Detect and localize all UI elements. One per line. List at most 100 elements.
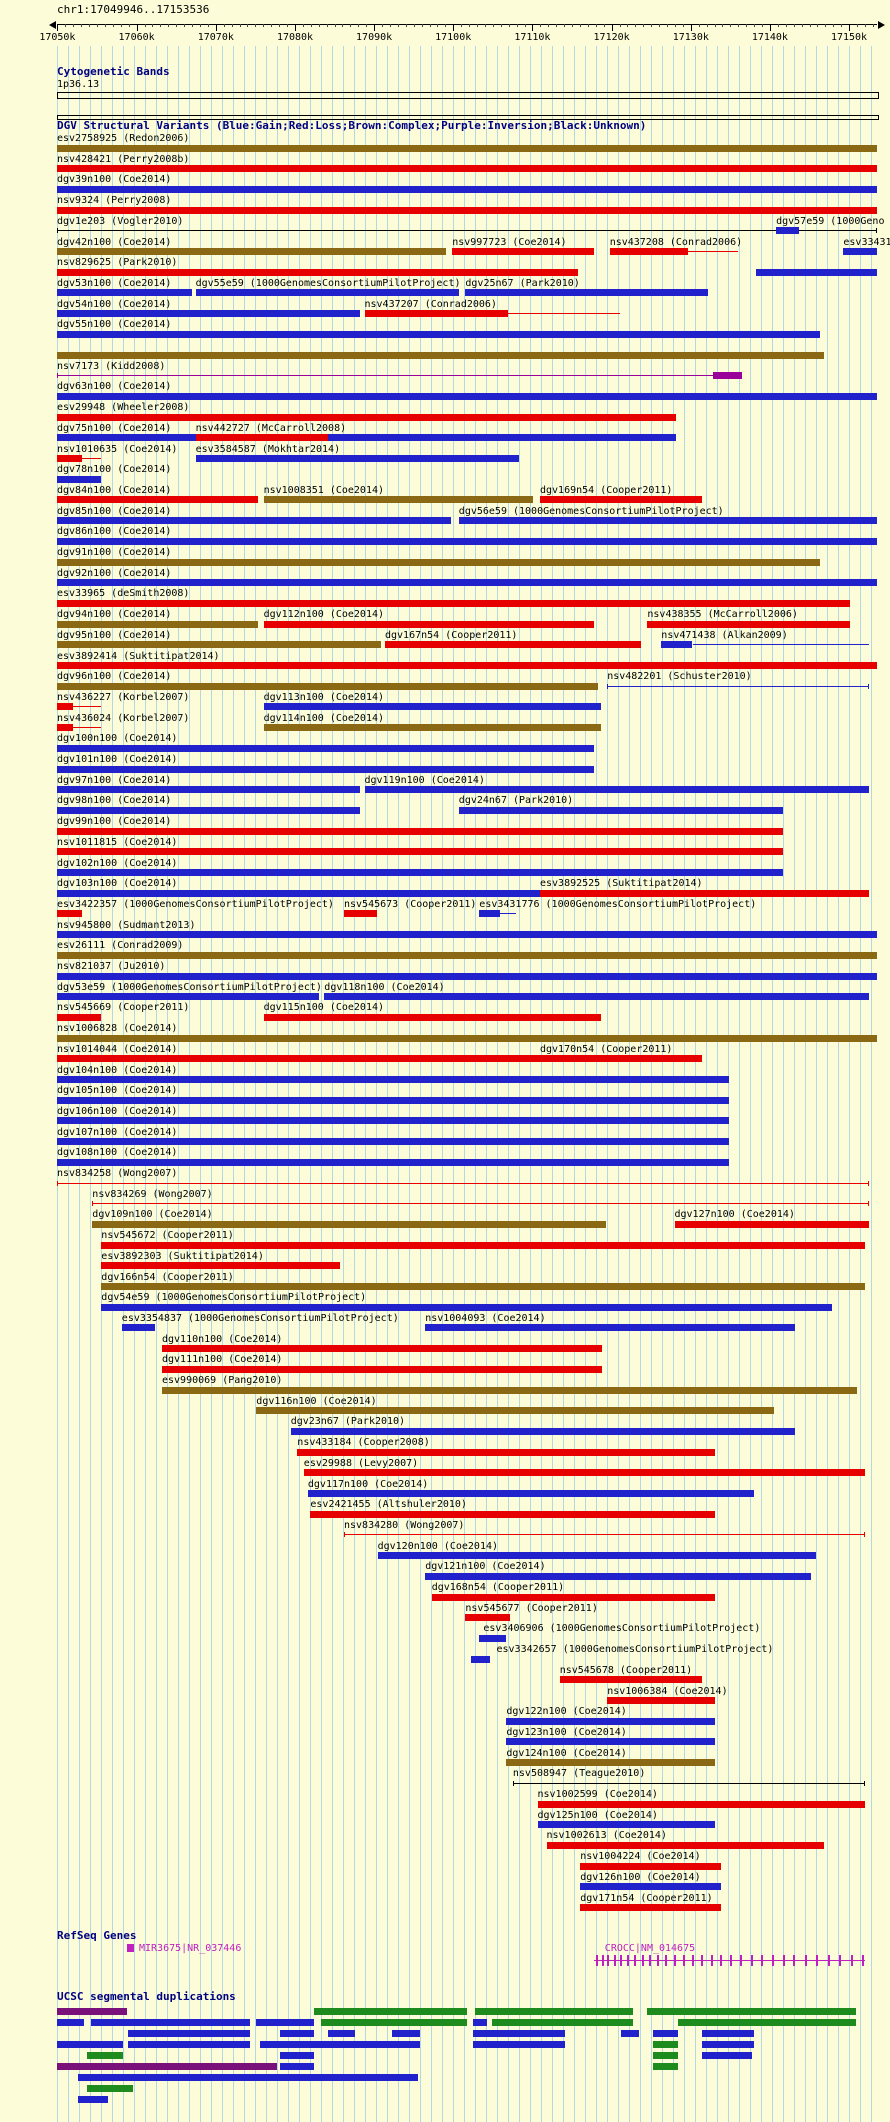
variant-bar[interactable] [263,703,601,711]
variant-bar[interactable] [57,703,74,711]
segdup-bar[interactable] [57,2063,277,2070]
variant-line[interactable] [607,685,869,687]
variant-bar[interactable] [57,248,446,255]
variant-bar[interactable] [385,641,641,649]
variant-bar[interactable] [661,641,693,649]
variant-bar[interactable] [57,206,877,214]
variant-bar[interactable] [425,1572,812,1580]
variant-bar[interactable] [57,537,877,545]
variant-bar[interactable] [559,1676,702,1684]
variant-bar[interactable] [101,1303,832,1311]
segdup-bar[interactable] [57,2008,127,2015]
segdup-bar[interactable] [647,2008,857,2015]
variant-line[interactable] [57,375,742,377]
variant-line[interactable] [57,1182,869,1184]
segdup-bar[interactable] [472,2019,487,2026]
variant-bar[interactable] [57,268,578,276]
variant-bar[interactable] [580,1883,722,1891]
variant-bar[interactable] [297,1448,716,1456]
variant-bar[interactable] [57,144,877,152]
variant-line[interactable] [512,1782,865,1784]
variant-bar[interactable] [580,1862,722,1870]
segdup-bar[interactable] [621,2030,640,2037]
segdup-bar[interactable] [87,2052,123,2059]
segdup-bar[interactable] [57,2041,123,2048]
segdup-bar[interactable] [280,2052,314,2059]
variant-bar[interactable] [57,889,540,897]
variant-bar[interactable] [506,1717,716,1725]
segdup-bar[interactable] [472,2030,566,2037]
segdup-bar[interactable] [78,2096,108,2103]
variant-bar[interactable] [57,827,783,835]
variant-bar[interactable] [307,1490,754,1497]
variant-bar[interactable] [57,869,783,876]
segdup-bar[interactable] [327,2030,355,2037]
variant-bar[interactable] [57,185,877,193]
variant-bar[interactable] [57,786,361,794]
segdup-bar[interactable] [653,2063,678,2070]
variant-bar[interactable] [263,620,595,628]
variant-bar[interactable] [843,248,877,255]
segdup-bar[interactable] [280,2030,314,2037]
variant-bar[interactable] [506,1738,716,1746]
variant-bar[interactable] [546,1841,824,1849]
variant-bar[interactable] [57,972,877,980]
variant-bar[interactable] [195,434,328,442]
variant-bar[interactable] [57,434,677,442]
variant-bar[interactable] [195,455,520,462]
segdup-bar[interactable] [280,2063,314,2070]
segdup-bar[interactable] [128,2030,250,2037]
variant-bar[interactable] [57,330,821,338]
segdup-bar[interactable] [260,2041,421,2048]
variant-bar[interactable] [57,1076,730,1083]
variant-bar[interactable] [101,1241,865,1249]
segdup-bar[interactable] [677,2019,857,2026]
variant-bar[interactable] [458,806,783,814]
variant-bar[interactable] [57,744,595,752]
variant-bar[interactable] [162,1345,603,1353]
variant-bar[interactable] [377,1552,817,1560]
segdup-bar[interactable] [702,2052,753,2059]
variant-bar[interactable] [101,1262,340,1270]
variant-bar[interactable] [57,455,82,462]
variant-bar[interactable] [303,1469,865,1477]
variant-bar[interactable] [162,1386,857,1394]
variant-bar[interactable] [609,248,689,255]
variant-bar[interactable] [344,910,377,918]
variant-line[interactable] [344,1534,865,1536]
cytoband-glyph[interactable] [57,92,879,99]
variant-bar[interactable] [57,806,361,814]
segdup-bar[interactable] [702,2030,754,2037]
variant-bar[interactable] [57,475,102,483]
variant-bar[interactable] [57,765,595,773]
variant-bar[interactable] [57,1096,730,1104]
variant-bar[interactable] [57,1034,877,1042]
gene-glyph[interactable] [126,1944,135,1952]
variant-bar[interactable] [57,910,82,918]
variant-bar[interactable] [57,1055,540,1063]
variant-bar[interactable] [57,931,877,939]
variant-bar[interactable] [647,620,850,628]
variant-bar[interactable] [364,310,508,318]
segdup-bar[interactable] [57,2019,85,2026]
variant-bar[interactable] [195,289,459,297]
variant-bar[interactable] [540,496,702,504]
variant-bar[interactable] [431,1593,716,1601]
variant-bar[interactable] [479,1634,507,1642]
variant-bar[interactable] [479,910,500,918]
variant-bar[interactable] [537,1800,865,1808]
variant-bar[interactable] [290,1427,795,1435]
variant-bar[interactable] [57,993,320,1001]
variant-bar[interactable] [263,724,601,732]
variant-bar[interactable] [607,1697,716,1704]
variant-bar[interactable] [776,227,800,235]
variant-bar[interactable] [458,517,877,525]
variant-bar[interactable] [57,392,877,400]
variant-bar[interactable] [57,682,599,690]
segdup-bar[interactable] [475,2008,634,2015]
variant-bar[interactable] [263,496,533,504]
variant-bar[interactable] [57,848,783,856]
variant-bar[interactable] [57,662,877,669]
variant-bar[interactable] [57,620,258,628]
variant-bar[interactable] [57,517,451,525]
